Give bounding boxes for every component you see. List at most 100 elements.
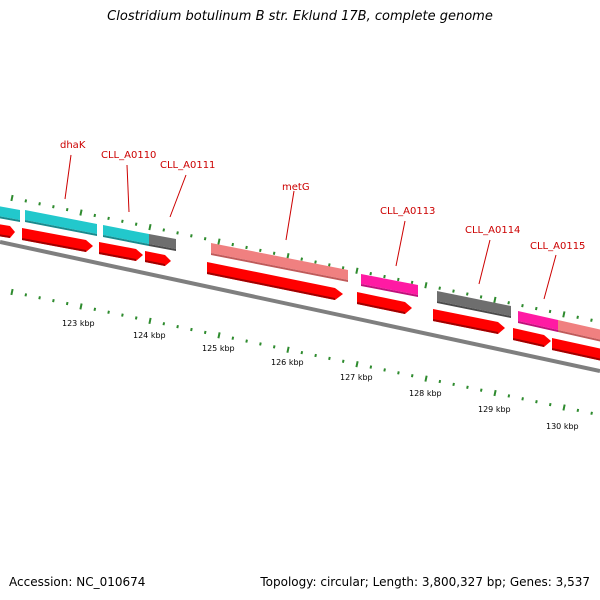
minor-tick (107, 310, 110, 314)
minor-tick (134, 316, 138, 320)
kbp-tick-label: 130 kbp (546, 422, 579, 431)
genome-backbone (0, 240, 600, 373)
major-tick (424, 282, 428, 289)
gene-label-a0110: CLL_A0110 (101, 150, 156, 161)
feature-gray-1[interactable] (149, 234, 176, 251)
gene-label-a0114: CLL_A0114 (465, 225, 520, 236)
minor-tick (341, 359, 345, 363)
minor-tick (52, 205, 55, 209)
minor-tick (590, 411, 593, 415)
minor-tick (259, 342, 262, 346)
minor-tick (466, 385, 469, 389)
minor-tick (397, 371, 400, 375)
major-tick (217, 238, 221, 245)
leader-metg (285, 190, 295, 241)
minor-tick (465, 292, 469, 296)
gene-label-a0111: CLL_A0111 (160, 160, 215, 171)
minor-tick (576, 315, 579, 319)
genome-summary: Topology: circular; Length: 3,800,327 bp… (260, 575, 590, 589)
minor-tick (438, 379, 442, 384)
minor-tick (65, 207, 69, 212)
major-tick (424, 375, 428, 382)
cds-arrow[interactable] (99, 242, 143, 261)
feature-magenta-1[interactable] (361, 274, 418, 297)
minor-tick (590, 318, 593, 322)
feature-boxes (0, 206, 600, 342)
minor-tick (410, 280, 414, 285)
minor-tick (162, 322, 166, 326)
major-tick (10, 288, 14, 296)
label-leaders (64, 154, 557, 300)
minor-tick (328, 263, 331, 267)
leader-a0111 (169, 174, 187, 218)
minor-tick (452, 382, 455, 387)
minor-tick (190, 234, 193, 238)
minor-tick (548, 309, 552, 314)
feature-gray-2[interactable] (437, 291, 511, 318)
cds-arrow[interactable] (552, 338, 600, 361)
map-title: Clostridium botulinum B str. Eklund 17B,… (107, 9, 493, 24)
major-tick (79, 209, 83, 216)
feature-magenta-2[interactable] (518, 311, 558, 332)
minor-tick (24, 293, 28, 297)
minor-tick (231, 242, 235, 247)
minor-tick (548, 402, 552, 407)
cds-arrow[interactable] (22, 228, 93, 252)
gene-label-dhak: dhaK (60, 140, 86, 151)
feature-salmon-1[interactable] (211, 243, 348, 282)
minor-tick (534, 306, 538, 311)
major-tick (562, 311, 566, 318)
major-tick (217, 332, 221, 339)
major-tick (355, 267, 359, 274)
cds-arrow[interactable] (357, 292, 412, 314)
minor-tick (245, 339, 248, 343)
minor-tick (107, 216, 110, 221)
minor-tick (341, 266, 345, 270)
minor-tick (328, 356, 331, 361)
kbp-tick-label: 125 kbp (202, 344, 235, 353)
minor-tick (383, 368, 386, 372)
minor-tick (121, 313, 124, 317)
major-tick (493, 296, 497, 303)
major-tick (493, 389, 497, 397)
major-tick (148, 317, 152, 325)
cds-arrow[interactable] (433, 309, 505, 334)
minor-tick (203, 330, 207, 335)
cds-arrow[interactable] (207, 262, 343, 300)
major-tick (286, 346, 290, 353)
outer-ticks (10, 194, 593, 322)
leader-dhak (64, 154, 72, 200)
leader-a0115 (543, 254, 557, 300)
gene-label-a0115: CLL_A0115 (530, 241, 585, 252)
kbp-tick-label: 127 kbp (340, 373, 373, 382)
cds-arrow[interactable] (0, 224, 15, 238)
minor-tick (507, 301, 510, 305)
major-tick (148, 223, 152, 231)
cds-arrow[interactable] (513, 328, 551, 347)
feature-cyan-3[interactable] (103, 225, 149, 246)
minor-tick (65, 301, 69, 306)
minor-tick (479, 388, 483, 392)
major-tick (79, 303, 83, 310)
minor-tick (479, 295, 483, 299)
minor-tick (383, 274, 386, 279)
minor-tick (272, 345, 276, 349)
minor-tick (535, 400, 538, 404)
feature-salmon-2[interactable] (558, 320, 600, 342)
major-tick (10, 194, 14, 202)
minor-tick (93, 213, 97, 218)
minor-tick (203, 237, 207, 241)
minor-tick (259, 248, 262, 253)
leader-a0114 (478, 239, 491, 285)
leader-a0113 (395, 220, 406, 267)
minor-tick (397, 277, 400, 282)
minor-tick (52, 298, 55, 303)
kbp-tick-label: 128 kbp (409, 389, 442, 398)
feature-cyan-1[interactable] (0, 206, 20, 222)
minor-tick (521, 397, 524, 401)
feature-cyan-2[interactable] (25, 210, 97, 236)
cds-arrow[interactable] (145, 251, 171, 266)
kbp-tick-label: 123 kbp (62, 319, 95, 328)
minor-tick (38, 296, 41, 300)
